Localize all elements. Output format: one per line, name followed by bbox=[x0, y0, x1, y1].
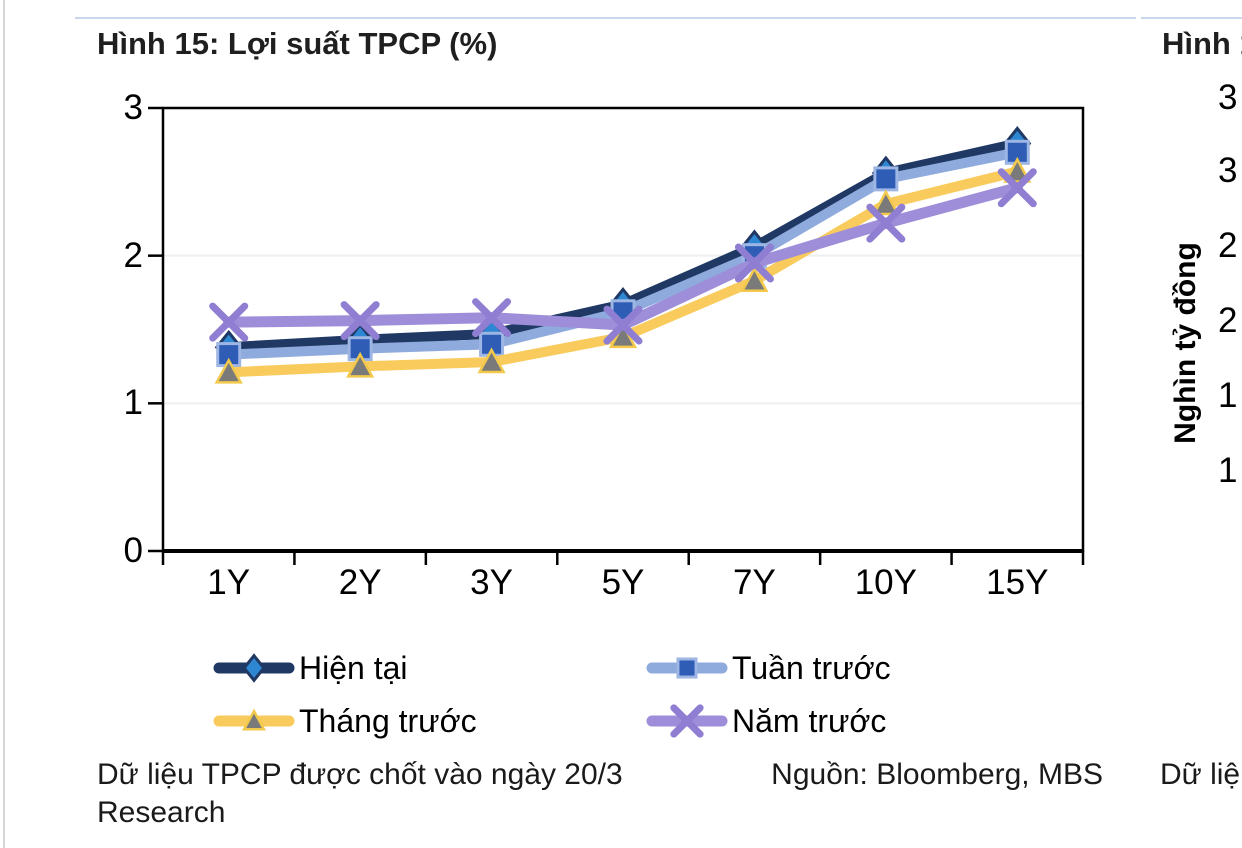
chart-legend: Hiện tại Tuần trước Tháng trước Năm trước bbox=[213, 646, 1113, 756]
right-chart-title-partial: Hình 1 bbox=[1162, 26, 1242, 61]
right-chart-footnote-partial: Dữ liệ bbox=[1160, 758, 1241, 791]
section-divider-left bbox=[75, 8, 1136, 19]
x-tick-label: 15Y bbox=[986, 563, 1049, 602]
right-chart-ytick-partial: 3 bbox=[1218, 151, 1238, 190]
chart-footnote: Dữ liệu TPCP được chốt vào ngày 20/3 Ngu… bbox=[97, 756, 1103, 832]
x-tick-label: 3Y bbox=[470, 563, 513, 602]
footnote-source-wrap: Research bbox=[97, 796, 226, 829]
legend-item: Hiện tại bbox=[213, 646, 643, 690]
right-chart-ytick-partial: 1 bbox=[1218, 451, 1238, 490]
yield-curve-plot bbox=[148, 106, 1085, 565]
legend-swatch-triangle bbox=[213, 708, 295, 731]
right-chart-ytick-partial: 3 bbox=[1218, 78, 1238, 117]
y-tick-label: 3 bbox=[123, 88, 143, 127]
legend-label: Năm trước bbox=[732, 702, 887, 739]
x-tick-label: 2Y bbox=[338, 563, 382, 602]
legend-label: Hiện tại bbox=[299, 649, 408, 686]
x-tick-label: 1Y bbox=[207, 563, 251, 602]
legend-swatch-x bbox=[646, 704, 728, 738]
right-chart-ytick-partial: 2 bbox=[1218, 226, 1238, 265]
y-tick-label: 0 bbox=[123, 531, 143, 570]
chart-title: Hình 15: Lợi suất TPCP (%) bbox=[97, 26, 498, 61]
right-chart-ytick-partial: 1 bbox=[1218, 376, 1238, 415]
legend-item: Tháng trước bbox=[213, 699, 643, 743]
legend-swatch-diamond bbox=[213, 653, 295, 683]
footnote-data-note: Dữ liệu TPCP được chốt vào ngày 20/3 bbox=[97, 758, 623, 791]
legend-swatch-square bbox=[646, 657, 728, 679]
footnote-source: Nguồn: Bloomberg, MBS bbox=[771, 758, 1103, 791]
right-chart-y-axis-label: Nghìn tỷ đồng bbox=[1169, 241, 1202, 444]
right-chart-ytick-partial: 2 bbox=[1218, 301, 1238, 340]
legend-label: Tuần trước bbox=[732, 649, 891, 686]
x-tick-label: 7Y bbox=[733, 563, 776, 602]
x-tick-label: 5Y bbox=[601, 563, 645, 602]
x-tick-label: 10Y bbox=[854, 563, 917, 602]
page-edge-line bbox=[3, 0, 5, 848]
legend-label: Tháng trước bbox=[299, 702, 477, 739]
y-tick-label: 1 bbox=[123, 383, 143, 423]
section-divider-right bbox=[1141, 8, 1242, 19]
y-tick-label: 2 bbox=[123, 235, 143, 275]
legend-item: Năm trước bbox=[646, 699, 1076, 743]
legend-item: Tuần trước bbox=[646, 646, 1076, 690]
